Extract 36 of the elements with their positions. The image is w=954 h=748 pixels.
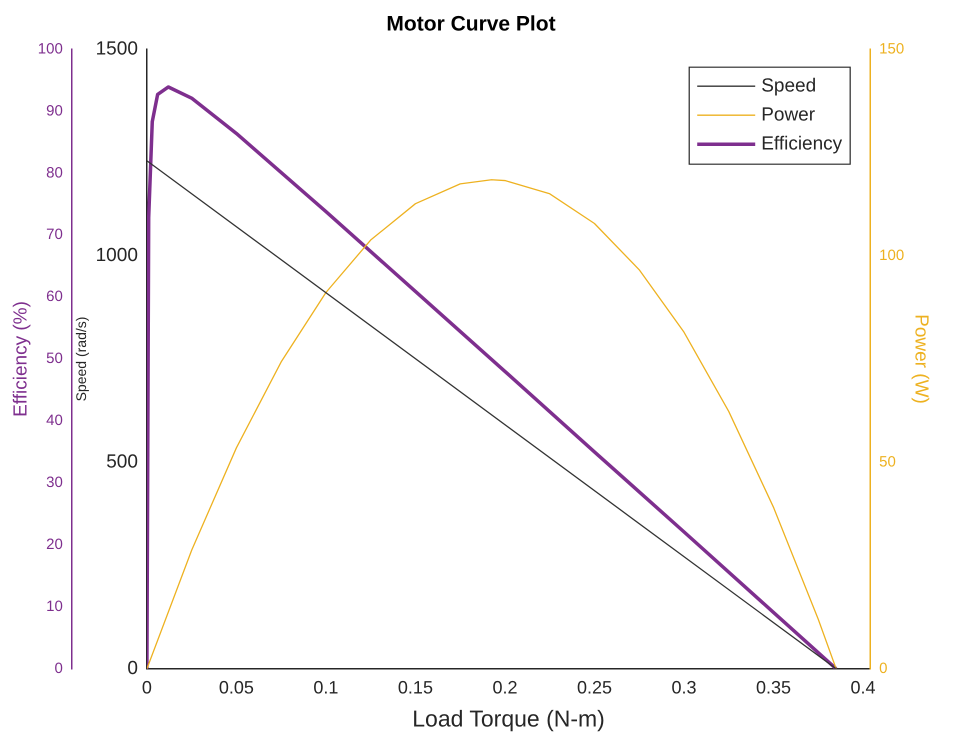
y3-tick-label: 100 <box>38 40 63 58</box>
x-tick-label: 0 <box>142 678 152 698</box>
y3-tick-label: 0 <box>54 660 63 677</box>
y2-tick-label: 0 <box>879 660 888 677</box>
y2-tick-label: 50 <box>879 453 896 470</box>
legend-label: Efficiency <box>761 133 843 154</box>
y2-tick-label: 100 <box>879 246 904 264</box>
y3-tick-label: 30 <box>46 474 63 492</box>
y-tick-label: 0 <box>127 658 138 680</box>
x-tick-label: 0.2 <box>492 678 518 698</box>
y3-tick-label: 50 <box>46 350 63 368</box>
y2-axis-title: Power (W) <box>910 314 932 404</box>
x-tick-label: 0.15 <box>398 678 433 698</box>
y3-tick-label: 80 <box>46 164 63 182</box>
x-tick-label: 0.25 <box>576 678 612 698</box>
chart-title: Motor Curve Plot <box>386 12 556 36</box>
x-axis-title: Load Torque (N-m) <box>412 706 605 732</box>
y3-tick-label: 70 <box>46 226 63 244</box>
x-tick-label: 0.4 <box>850 678 876 698</box>
y-tick-label: 1500 <box>96 38 138 60</box>
y2-tick-label: 150 <box>879 40 904 58</box>
y3-axis-title: Efficiency (%) <box>10 301 32 417</box>
y3-tick-label: 10 <box>46 598 63 615</box>
y3-tick-label: 40 <box>46 412 63 430</box>
legend-label: Power <box>761 104 816 126</box>
y-tick-label: 500 <box>106 452 138 472</box>
legend-label: Speed <box>761 75 816 96</box>
x-tick-label: 0.3 <box>671 678 696 698</box>
x-tick-label: 0.35 <box>756 678 792 698</box>
x-tick-label: 0.05 <box>218 678 254 698</box>
y3-tick-label: 60 <box>46 288 63 306</box>
y-axis-title: Speed (rad/s) <box>73 316 90 402</box>
x-tick-label: 0.1 <box>313 678 338 698</box>
y-tick-label: 1000 <box>96 244 138 266</box>
y3-tick-label: 20 <box>46 536 63 554</box>
y3-tick-label: 90 <box>46 102 63 120</box>
